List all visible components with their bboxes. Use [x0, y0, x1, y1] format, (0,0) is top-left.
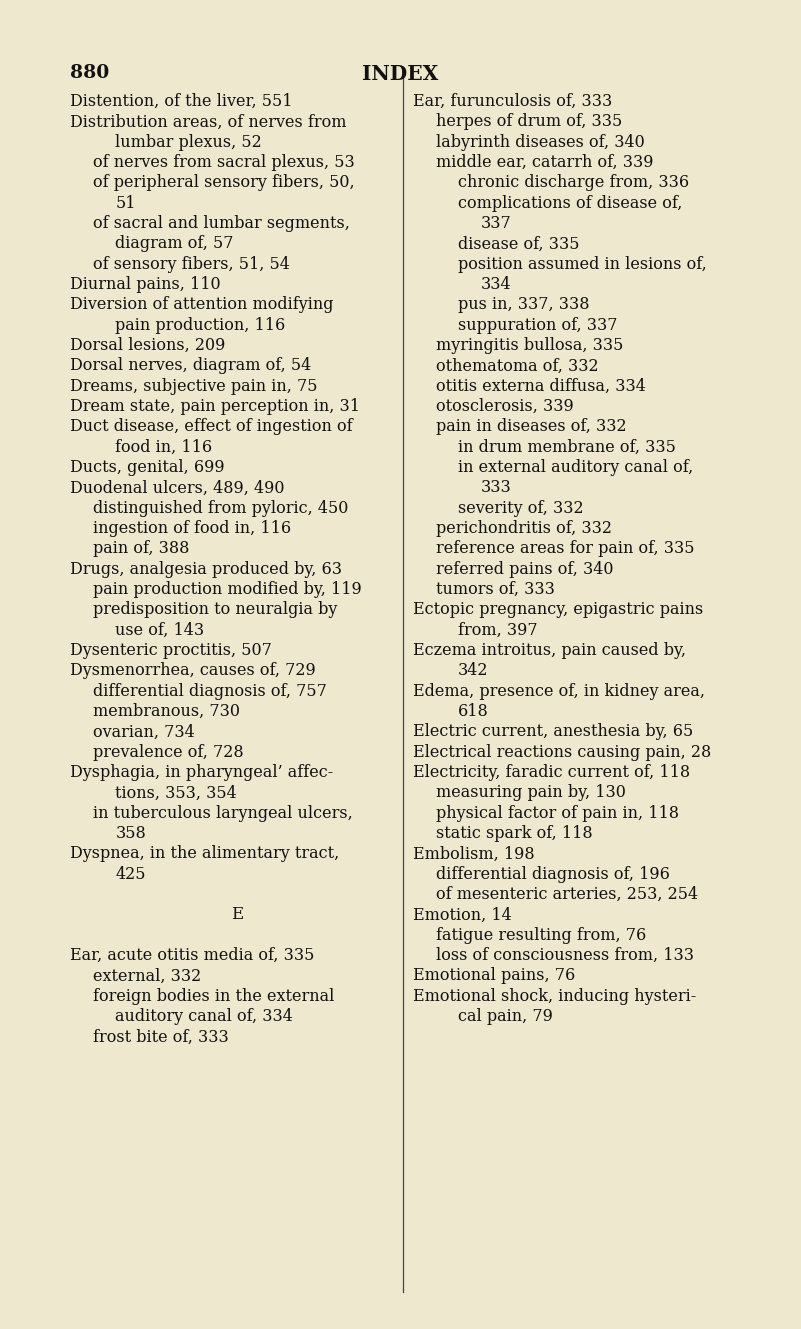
Text: pain of, 388: pain of, 388 — [93, 541, 189, 557]
Text: food in, 116: food in, 116 — [115, 439, 212, 456]
Text: position assumed in lesions of,: position assumed in lesions of, — [458, 255, 707, 272]
Text: 337: 337 — [481, 215, 511, 233]
Text: of peripheral sensory fibers, 50,: of peripheral sensory fibers, 50, — [93, 174, 355, 191]
Text: chronic discharge from, 336: chronic discharge from, 336 — [458, 174, 690, 191]
Text: differential diagnosis of, 757: differential diagnosis of, 757 — [93, 683, 327, 699]
Text: auditory canal of, 334: auditory canal of, 334 — [115, 1009, 293, 1025]
Text: prevalence of, 728: prevalence of, 728 — [93, 744, 244, 760]
Text: of nerves from sacral plexus, 53: of nerves from sacral plexus, 53 — [93, 154, 355, 171]
Text: severity of, 332: severity of, 332 — [458, 500, 584, 517]
Text: Emotional shock, inducing hysteri-: Emotional shock, inducing hysteri- — [413, 987, 697, 1005]
Text: Distribution areas, of nerves from: Distribution areas, of nerves from — [70, 113, 347, 130]
Text: 342: 342 — [458, 662, 489, 679]
Text: tumors of, 333: tumors of, 333 — [436, 581, 554, 598]
Text: fatigue resulting from, 76: fatigue resulting from, 76 — [436, 926, 646, 944]
Text: loss of consciousness from, 133: loss of consciousness from, 133 — [436, 948, 694, 964]
Text: Drugs, analgesia produced by, 63: Drugs, analgesia produced by, 63 — [70, 561, 343, 578]
Text: external, 332: external, 332 — [93, 968, 201, 985]
Text: Electricity, faradic current of, 118: Electricity, faradic current of, 118 — [413, 764, 690, 781]
Text: frost bite of, 333: frost bite of, 333 — [93, 1029, 228, 1046]
Text: perichondritis of, 332: perichondritis of, 332 — [436, 520, 612, 537]
Text: predisposition to neuralgia by: predisposition to neuralgia by — [93, 602, 337, 618]
Text: tions, 353, 354: tions, 353, 354 — [115, 784, 237, 801]
Text: physical factor of pain in, 118: physical factor of pain in, 118 — [436, 805, 678, 821]
Text: Edema, presence of, in kidney area,: Edema, presence of, in kidney area, — [413, 683, 706, 699]
Text: pain production modified by, 119: pain production modified by, 119 — [93, 581, 362, 598]
Text: pain production, 116: pain production, 116 — [115, 316, 286, 334]
Text: of sacral and lumbar segments,: of sacral and lumbar segments, — [93, 215, 350, 233]
Text: Duct disease, effect of ingestion of: Duct disease, effect of ingestion of — [70, 419, 353, 436]
Text: disease of, 335: disease of, 335 — [458, 235, 580, 253]
Text: use of, 143: use of, 143 — [115, 622, 204, 639]
Text: Ear, acute otitis media of, 335: Ear, acute otitis media of, 335 — [70, 948, 315, 964]
Text: Electric current, anesthesia by, 65: Electric current, anesthesia by, 65 — [413, 723, 694, 740]
Text: Embolism, 198: Embolism, 198 — [413, 845, 535, 863]
Text: Dyspnea, in the alimentary tract,: Dyspnea, in the alimentary tract, — [70, 845, 340, 863]
Text: Dream state, pain perception in, 31: Dream state, pain perception in, 31 — [70, 399, 360, 415]
Text: 425: 425 — [115, 865, 146, 882]
Text: E: E — [231, 906, 243, 924]
Text: Dreams, subjective pain in, 75: Dreams, subjective pain in, 75 — [70, 377, 318, 395]
Text: pus in, 337, 338: pus in, 337, 338 — [458, 296, 590, 314]
Text: cal pain, 79: cal pain, 79 — [458, 1009, 553, 1025]
Text: reference areas for pain of, 335: reference areas for pain of, 335 — [436, 541, 694, 557]
Text: membranous, 730: membranous, 730 — [93, 703, 240, 720]
Text: otosclerosis, 339: otosclerosis, 339 — [436, 399, 574, 415]
Text: Dysmenorrhea, causes of, 729: Dysmenorrhea, causes of, 729 — [70, 662, 316, 679]
Text: complications of disease of,: complications of disease of, — [458, 195, 682, 211]
Text: othematoma of, 332: othematoma of, 332 — [436, 358, 598, 375]
Text: otitis externa diffusa, 334: otitis externa diffusa, 334 — [436, 377, 646, 395]
Text: Distention, of the liver, 551: Distention, of the liver, 551 — [70, 93, 293, 110]
Text: INDEX: INDEX — [362, 64, 439, 84]
Text: in drum membrane of, 335: in drum membrane of, 335 — [458, 439, 676, 456]
Text: ovarian, 734: ovarian, 734 — [93, 723, 195, 740]
Text: referred pains of, 340: referred pains of, 340 — [436, 561, 614, 578]
Text: foreign bodies in the external: foreign bodies in the external — [93, 987, 334, 1005]
Text: 333: 333 — [481, 480, 511, 496]
Text: 358: 358 — [115, 825, 146, 843]
Text: Dysphagia, in pharyngeal’ affec-: Dysphagia, in pharyngeal’ affec- — [70, 764, 334, 781]
Text: 51: 51 — [115, 195, 136, 211]
Text: ingestion of food in, 116: ingestion of food in, 116 — [93, 520, 291, 537]
Text: in external auditory canal of,: in external auditory canal of, — [458, 459, 694, 476]
Text: Diversion of attention modifying: Diversion of attention modifying — [70, 296, 334, 314]
Text: of sensory fibers, 51, 54: of sensory fibers, 51, 54 — [93, 255, 290, 272]
Text: Diurnal pains, 110: Diurnal pains, 110 — [70, 276, 221, 292]
Text: from, 397: from, 397 — [458, 622, 537, 639]
Text: of mesenteric arteries, 253, 254: of mesenteric arteries, 253, 254 — [436, 886, 698, 902]
Text: Duodenal ulcers, 489, 490: Duodenal ulcers, 489, 490 — [70, 480, 285, 496]
Text: Ear, furunculosis of, 333: Ear, furunculosis of, 333 — [413, 93, 613, 110]
Text: suppuration of, 337: suppuration of, 337 — [458, 316, 618, 334]
Text: labyrinth diseases of, 340: labyrinth diseases of, 340 — [436, 134, 645, 150]
Text: static spark of, 118: static spark of, 118 — [436, 825, 593, 843]
Text: in tuberculous laryngeal ulcers,: in tuberculous laryngeal ulcers, — [93, 805, 352, 821]
Text: distinguished from pyloric, 450: distinguished from pyloric, 450 — [93, 500, 348, 517]
Text: herpes of drum of, 335: herpes of drum of, 335 — [436, 113, 622, 130]
Text: Ducts, genital, 699: Ducts, genital, 699 — [70, 459, 225, 476]
Text: diagram of, 57: diagram of, 57 — [115, 235, 234, 253]
Text: measuring pain by, 130: measuring pain by, 130 — [436, 784, 626, 801]
Text: lumbar plexus, 52: lumbar plexus, 52 — [115, 134, 262, 150]
Text: middle ear, catarrh of, 339: middle ear, catarrh of, 339 — [436, 154, 654, 171]
Text: pain in diseases of, 332: pain in diseases of, 332 — [436, 419, 626, 436]
Text: Dysenteric proctitis, 507: Dysenteric proctitis, 507 — [70, 642, 272, 659]
Text: Electrical reactions causing pain, 28: Electrical reactions causing pain, 28 — [413, 744, 711, 760]
Text: 334: 334 — [481, 276, 511, 292]
Text: differential diagnosis of, 196: differential diagnosis of, 196 — [436, 865, 670, 882]
Text: 618: 618 — [458, 703, 489, 720]
Text: Dorsal lesions, 209: Dorsal lesions, 209 — [70, 338, 226, 354]
Text: 880: 880 — [70, 64, 110, 82]
Text: Dorsal nerves, diagram of, 54: Dorsal nerves, diagram of, 54 — [70, 358, 312, 375]
Text: Ectopic pregnancy, epigastric pains: Ectopic pregnancy, epigastric pains — [413, 602, 703, 618]
Text: Emotional pains, 76: Emotional pains, 76 — [413, 968, 576, 985]
Text: Emotion, 14: Emotion, 14 — [413, 906, 512, 924]
Text: Eczema introitus, pain caused by,: Eczema introitus, pain caused by, — [413, 642, 686, 659]
Text: myringitis bullosa, 335: myringitis bullosa, 335 — [436, 338, 623, 354]
